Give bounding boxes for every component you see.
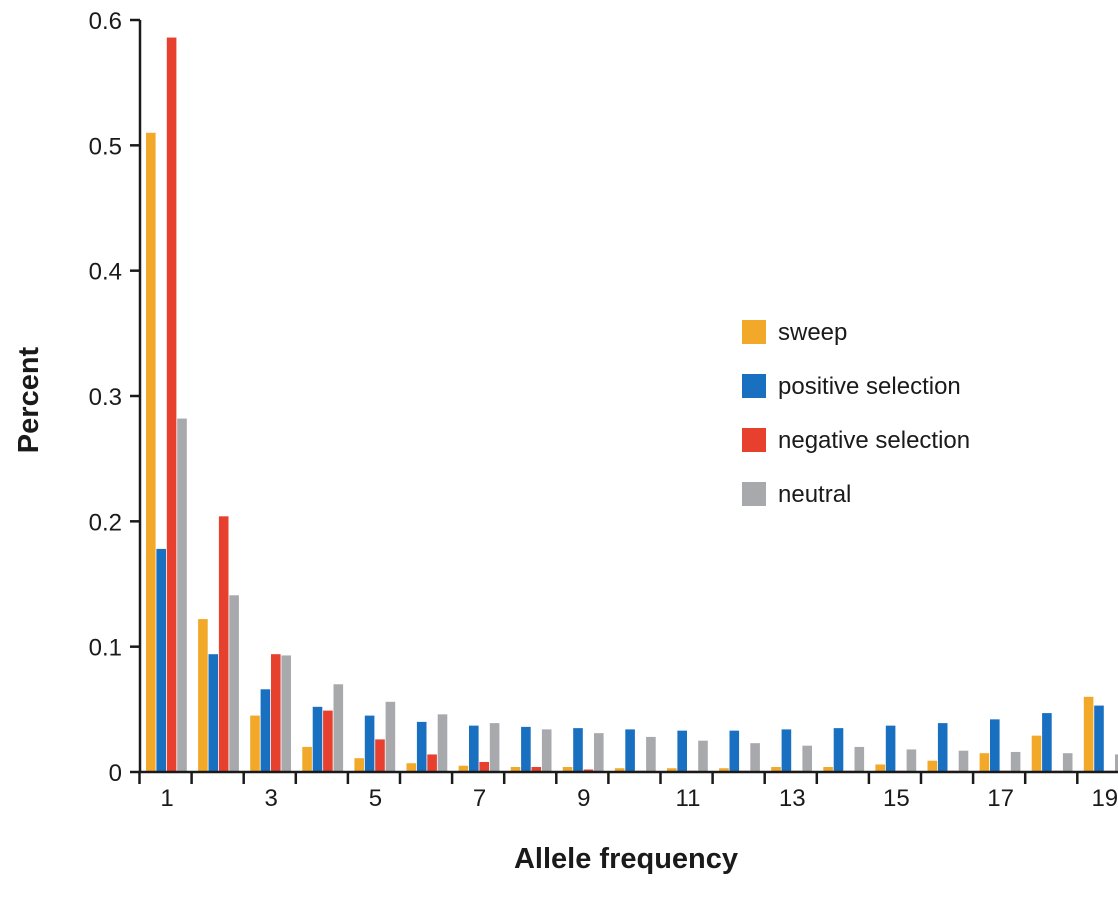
bar-sweep-16: [927, 760, 938, 772]
bar-negative-selection-8: [531, 766, 542, 772]
bar-sweep-5: [354, 758, 364, 772]
legend-swatch-negative-selection: [742, 428, 766, 452]
x-tick-label: 9: [577, 785, 590, 812]
y-tick-label: 0.2: [89, 509, 122, 536]
x-tick-label: 15: [883, 785, 910, 812]
bar-sweep-2: [198, 619, 208, 772]
bar-neutral-4: [333, 684, 344, 772]
x-tick-label: 3: [265, 785, 278, 812]
bar-sweep-14: [823, 766, 833, 772]
legend-swatch-positive-selection: [742, 374, 766, 398]
bar-neutral-17: [1010, 751, 1021, 772]
y-tick-label: 0.5: [89, 133, 122, 160]
bar-sweep-4: [302, 746, 312, 772]
bar-sweep-7: [458, 765, 469, 772]
bar-positive-selection-1: [156, 548, 166, 772]
y-tick-label: 0.6: [89, 8, 122, 35]
bar-sweep-13: [771, 766, 781, 772]
bar-neutral-5: [385, 701, 396, 772]
x-tick-label: 19: [1091, 785, 1118, 812]
bar-negative-selection-5: [375, 739, 385, 772]
bar-neutral-16: [958, 750, 969, 772]
bar-positive-selection-2: [208, 654, 219, 772]
bar-neutral-11: [698, 740, 708, 772]
bar-positive-selection-7: [469, 725, 479, 772]
bar-sweep-8: [510, 766, 521, 772]
bar-positive-selection-9: [573, 728, 583, 772]
bar-sweep-6: [406, 763, 417, 772]
bar-neutral-3: [281, 655, 291, 772]
y-tick-label: 0: [109, 760, 122, 787]
x-tick-label: 17: [987, 785, 1014, 812]
bar-positive-selection-8: [521, 726, 531, 772]
bar-neutral-1: [177, 418, 187, 772]
y-axis-title: Percent: [13, 346, 45, 453]
bar-positive-selection-12: [729, 730, 740, 772]
x-tick-label: 11: [676, 785, 701, 812]
x-ticks: 1 3 5 7 9 11 13 15 17 19: [138, 772, 1118, 812]
bar-sweep-3: [250, 715, 260, 772]
x-tick-label: 13: [779, 785, 806, 812]
bar-sweep-1: [146, 132, 156, 773]
x-tick-label: 1: [160, 785, 173, 812]
bar-positive-selection-15: [885, 725, 896, 772]
legend-swatch-sweep: [742, 320, 766, 344]
x-tick-label: 5: [369, 785, 382, 812]
x-axis-title: Allele frequency: [514, 843, 738, 875]
bar-positive-selection-19: [1094, 705, 1104, 772]
legend-label-negative-selection: negative selection: [778, 427, 970, 454]
y-tick-label: 0.1: [89, 635, 122, 662]
bar-positive-selection-3: [260, 689, 271, 772]
bar-neutral-18: [1062, 753, 1073, 772]
y-tick-label: 0.4: [89, 259, 122, 286]
bar-neutral-6: [437, 714, 448, 772]
bar-positive-selection-18: [1042, 713, 1052, 772]
bar-sweep-9: [562, 766, 573, 772]
bar-neutral-8: [541, 729, 552, 772]
y-ticks: 0 0.1 0.2 0.3 0.4 0.5 0.6: [89, 8, 140, 787]
bar-negative-selection-3: [271, 654, 281, 772]
bar-negative-selection-6: [427, 754, 437, 772]
bar-negative-selection-9: [583, 769, 594, 772]
bar-negative-selection-4: [323, 710, 333, 772]
bar-positive-selection-14: [833, 728, 844, 772]
bar-neutral-14: [854, 746, 865, 772]
bar-sweep-17: [979, 753, 990, 772]
bar-positive-selection-10: [625, 729, 635, 772]
legend: sweep positive selection negative selectio…: [742, 319, 970, 508]
bars-layer: [146, 37, 1118, 773]
bar-neutral-12: [750, 743, 760, 772]
bar-positive-selection-5: [364, 715, 375, 772]
bar-neutral-19: [1115, 754, 1118, 772]
legend-label-positive-selection: positive selection: [778, 373, 961, 400]
x-tick-label: 7: [473, 785, 486, 812]
bar-negative-selection-1: [166, 37, 177, 773]
legend-swatch-neutral: [742, 482, 766, 506]
bar-positive-selection-13: [781, 729, 792, 772]
bar-negative-selection-2: [218, 516, 229, 772]
bar-sweep-18: [1031, 735, 1042, 772]
bar-neutral-13: [802, 745, 812, 772]
bar-neutral-15: [906, 749, 917, 772]
bar-neutral-9: [594, 733, 604, 772]
bar-sweep-11: [667, 768, 677, 772]
legend-label-sweep: sweep: [778, 319, 847, 346]
bar-positive-selection-11: [677, 730, 687, 772]
bar-positive-selection-17: [990, 719, 1000, 772]
y-tick-label: 0.3: [89, 384, 122, 411]
bar-sweep-15: [875, 764, 885, 772]
bar-positive-selection-4: [312, 706, 323, 772]
bar-neutral-2: [229, 595, 239, 772]
bar-sweep-12: [719, 768, 729, 772]
bar-positive-selection-6: [416, 721, 427, 772]
bar-negative-selection-7: [479, 761, 489, 772]
bar-sweep-10: [614, 768, 625, 772]
bar-positive-selection-16: [937, 723, 948, 772]
legend-label-neutral: neutral: [778, 481, 851, 508]
bar-sweep-19: [1083, 696, 1094, 772]
bar-neutral-10: [646, 736, 656, 772]
bar-neutral-7: [489, 723, 500, 772]
